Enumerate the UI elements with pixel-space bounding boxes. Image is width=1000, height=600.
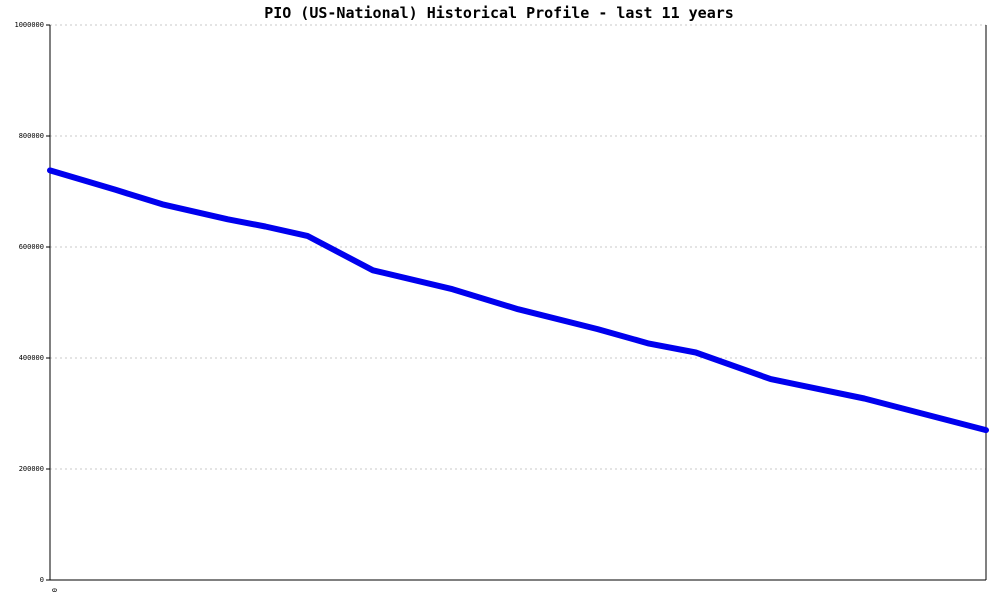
- y-tick-label: 200000: [19, 465, 44, 473]
- y-tick-label: 1000000: [14, 21, 44, 29]
- series-line: [47, 167, 989, 434]
- y-tick-label: 600000: [19, 243, 44, 251]
- grid-lines: [50, 24, 986, 470]
- y-tick-label: 400000: [19, 354, 44, 362]
- y-axis-ticks: 0 200000 400000 600000 800000 1000000: [14, 21, 50, 584]
- y-tick-label: 800000: [19, 132, 44, 140]
- x-tick-label: 0: [50, 588, 58, 592]
- series-layer: [47, 167, 989, 434]
- x-axis-ticks: 0: [50, 588, 58, 592]
- y-tick-label: 0: [40, 576, 44, 584]
- chart-title: PIO (US-National) Historical Profile - l…: [264, 4, 734, 22]
